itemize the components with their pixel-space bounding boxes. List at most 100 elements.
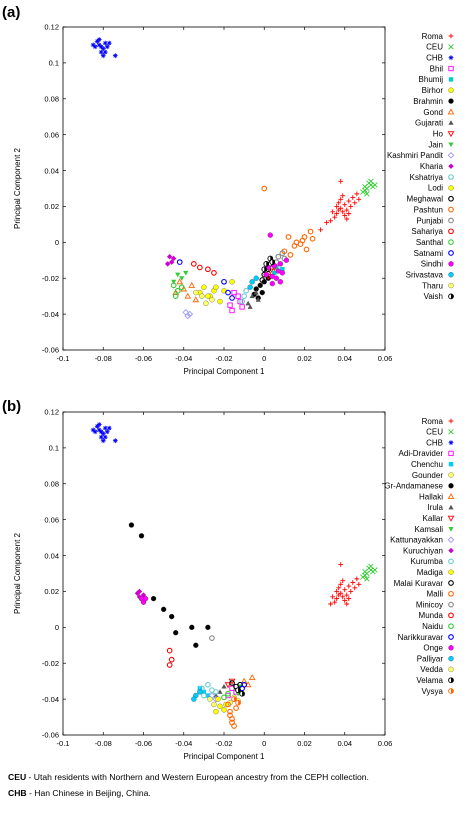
point-munda: [166, 662, 173, 668]
legend-label: Kamsali: [415, 525, 444, 534]
point-roma: [346, 211, 352, 217]
y-tick-label: 0.02: [44, 587, 59, 596]
legend-marker: [448, 569, 454, 575]
point-kharia: [166, 253, 173, 260]
legend-label: Minicoy: [416, 600, 443, 609]
x-tick-label: -0.08: [95, 354, 112, 363]
legend-marker: [447, 493, 455, 500]
point-onge: [142, 595, 149, 602]
y-tick-label: 0.1: [49, 59, 59, 68]
x-tick-label: 0: [262, 354, 266, 363]
legend-marker: [448, 250, 454, 256]
point-roma: [342, 587, 348, 593]
point-chb: [102, 49, 108, 55]
legend-marker: [448, 655, 454, 662]
point-gujarati: [253, 289, 259, 295]
point-naidu: [225, 690, 231, 697]
point-roma: [336, 585, 342, 591]
legend-marker: [448, 527, 454, 532]
point-roma: [344, 592, 350, 598]
legend-marker: [448, 590, 454, 597]
point-roma: [348, 589, 354, 594]
point-roma: [336, 200, 342, 206]
footnote-ceu-text: - Utah residents with Northern and Weste…: [26, 772, 369, 782]
legend-marker: [448, 174, 454, 180]
y-tick-label: 0.12: [44, 408, 59, 417]
legend-marker: [448, 272, 454, 278]
point-gr-andamanese: [205, 624, 211, 630]
legend-marker: [448, 472, 454, 478]
point-malli: [233, 705, 239, 711]
point-chb: [112, 438, 118, 444]
y-tick-label: 0.02: [44, 202, 59, 211]
point-ceu: [362, 183, 368, 190]
point-kashmiri-pandit: [184, 312, 192, 320]
legend-marker: [448, 580, 454, 586]
legend-marker: [448, 293, 454, 300]
legend-marker: [448, 261, 454, 267]
point-roma: [340, 594, 346, 600]
point-gond: [176, 278, 184, 285]
legend-label: Gounder: [412, 471, 443, 480]
point-ceu: [360, 189, 366, 195]
point-kurumba: [201, 692, 207, 699]
point-kshatriya: [241, 293, 247, 300]
point-gujarati: [247, 304, 253, 309]
point-santhal: [172, 293, 179, 300]
point-sindhi: [267, 232, 273, 238]
point-malli: [227, 708, 233, 715]
point-sindhi: [269, 280, 275, 287]
panel-label: (a): [2, 4, 20, 21]
point-sahariya: [211, 269, 217, 276]
point-bhumij: [272, 270, 277, 276]
point-gond: [180, 285, 188, 292]
point-srivastava: [253, 275, 259, 281]
point-gr-andamanese: [189, 624, 195, 630]
legend-label: Kuruchiyan: [403, 546, 443, 555]
legend-label: Jain: [428, 140, 443, 149]
point-chb: [94, 38, 100, 44]
legend-marker: [448, 483, 454, 489]
point-roma: [324, 220, 330, 225]
point-kharia: [170, 255, 177, 262]
point-vysya: [235, 699, 241, 706]
legend-label: Satnami: [414, 249, 444, 258]
point-ceu: [372, 567, 378, 573]
legend-marker: [447, 108, 455, 115]
point-roma: [332, 214, 338, 220]
point-munda: [168, 656, 175, 663]
point-chb: [98, 434, 104, 440]
x-tick-label: 0.06: [378, 354, 393, 363]
legend-label: CEU: [426, 428, 443, 437]
data-points: [90, 37, 378, 320]
point-roma: [338, 562, 344, 567]
legend-marker: [448, 688, 454, 694]
point-satnami: [176, 259, 183, 265]
legend-label: Kshatriya: [410, 173, 444, 182]
point-sahariya: [190, 261, 197, 267]
point-chb: [90, 427, 96, 433]
legend-label: Narikkuravar: [398, 633, 444, 642]
legend-label: Gujarati: [415, 119, 443, 128]
point-madiga: [215, 696, 221, 702]
legend-label: Kattunayakkan: [390, 536, 443, 545]
x-tick-label: 0.06: [378, 739, 393, 748]
panel-label: (b): [2, 398, 21, 415]
point-chb: [96, 37, 102, 42]
point-vaish: [263, 261, 270, 267]
legend-marker: [448, 612, 454, 619]
x-tick-label: 0.02: [297, 354, 312, 363]
legend-label: Palliyar: [417, 654, 444, 663]
point-vaish: [261, 266, 268, 273]
footnote-chb-text: - Han Chinese in Beijing, China.: [26, 788, 151, 798]
legend-marker: [448, 677, 454, 684]
point-roma: [328, 601, 334, 607]
legend-label: Malli: [427, 590, 444, 599]
point-gond: [184, 292, 192, 299]
point-bhil: [229, 307, 235, 314]
legend-marker: [447, 131, 455, 138]
point-roma: [336, 592, 342, 598]
y-tick-label: 0.04: [44, 551, 59, 560]
point-roma: [354, 576, 360, 582]
point-lodi: [205, 293, 211, 299]
